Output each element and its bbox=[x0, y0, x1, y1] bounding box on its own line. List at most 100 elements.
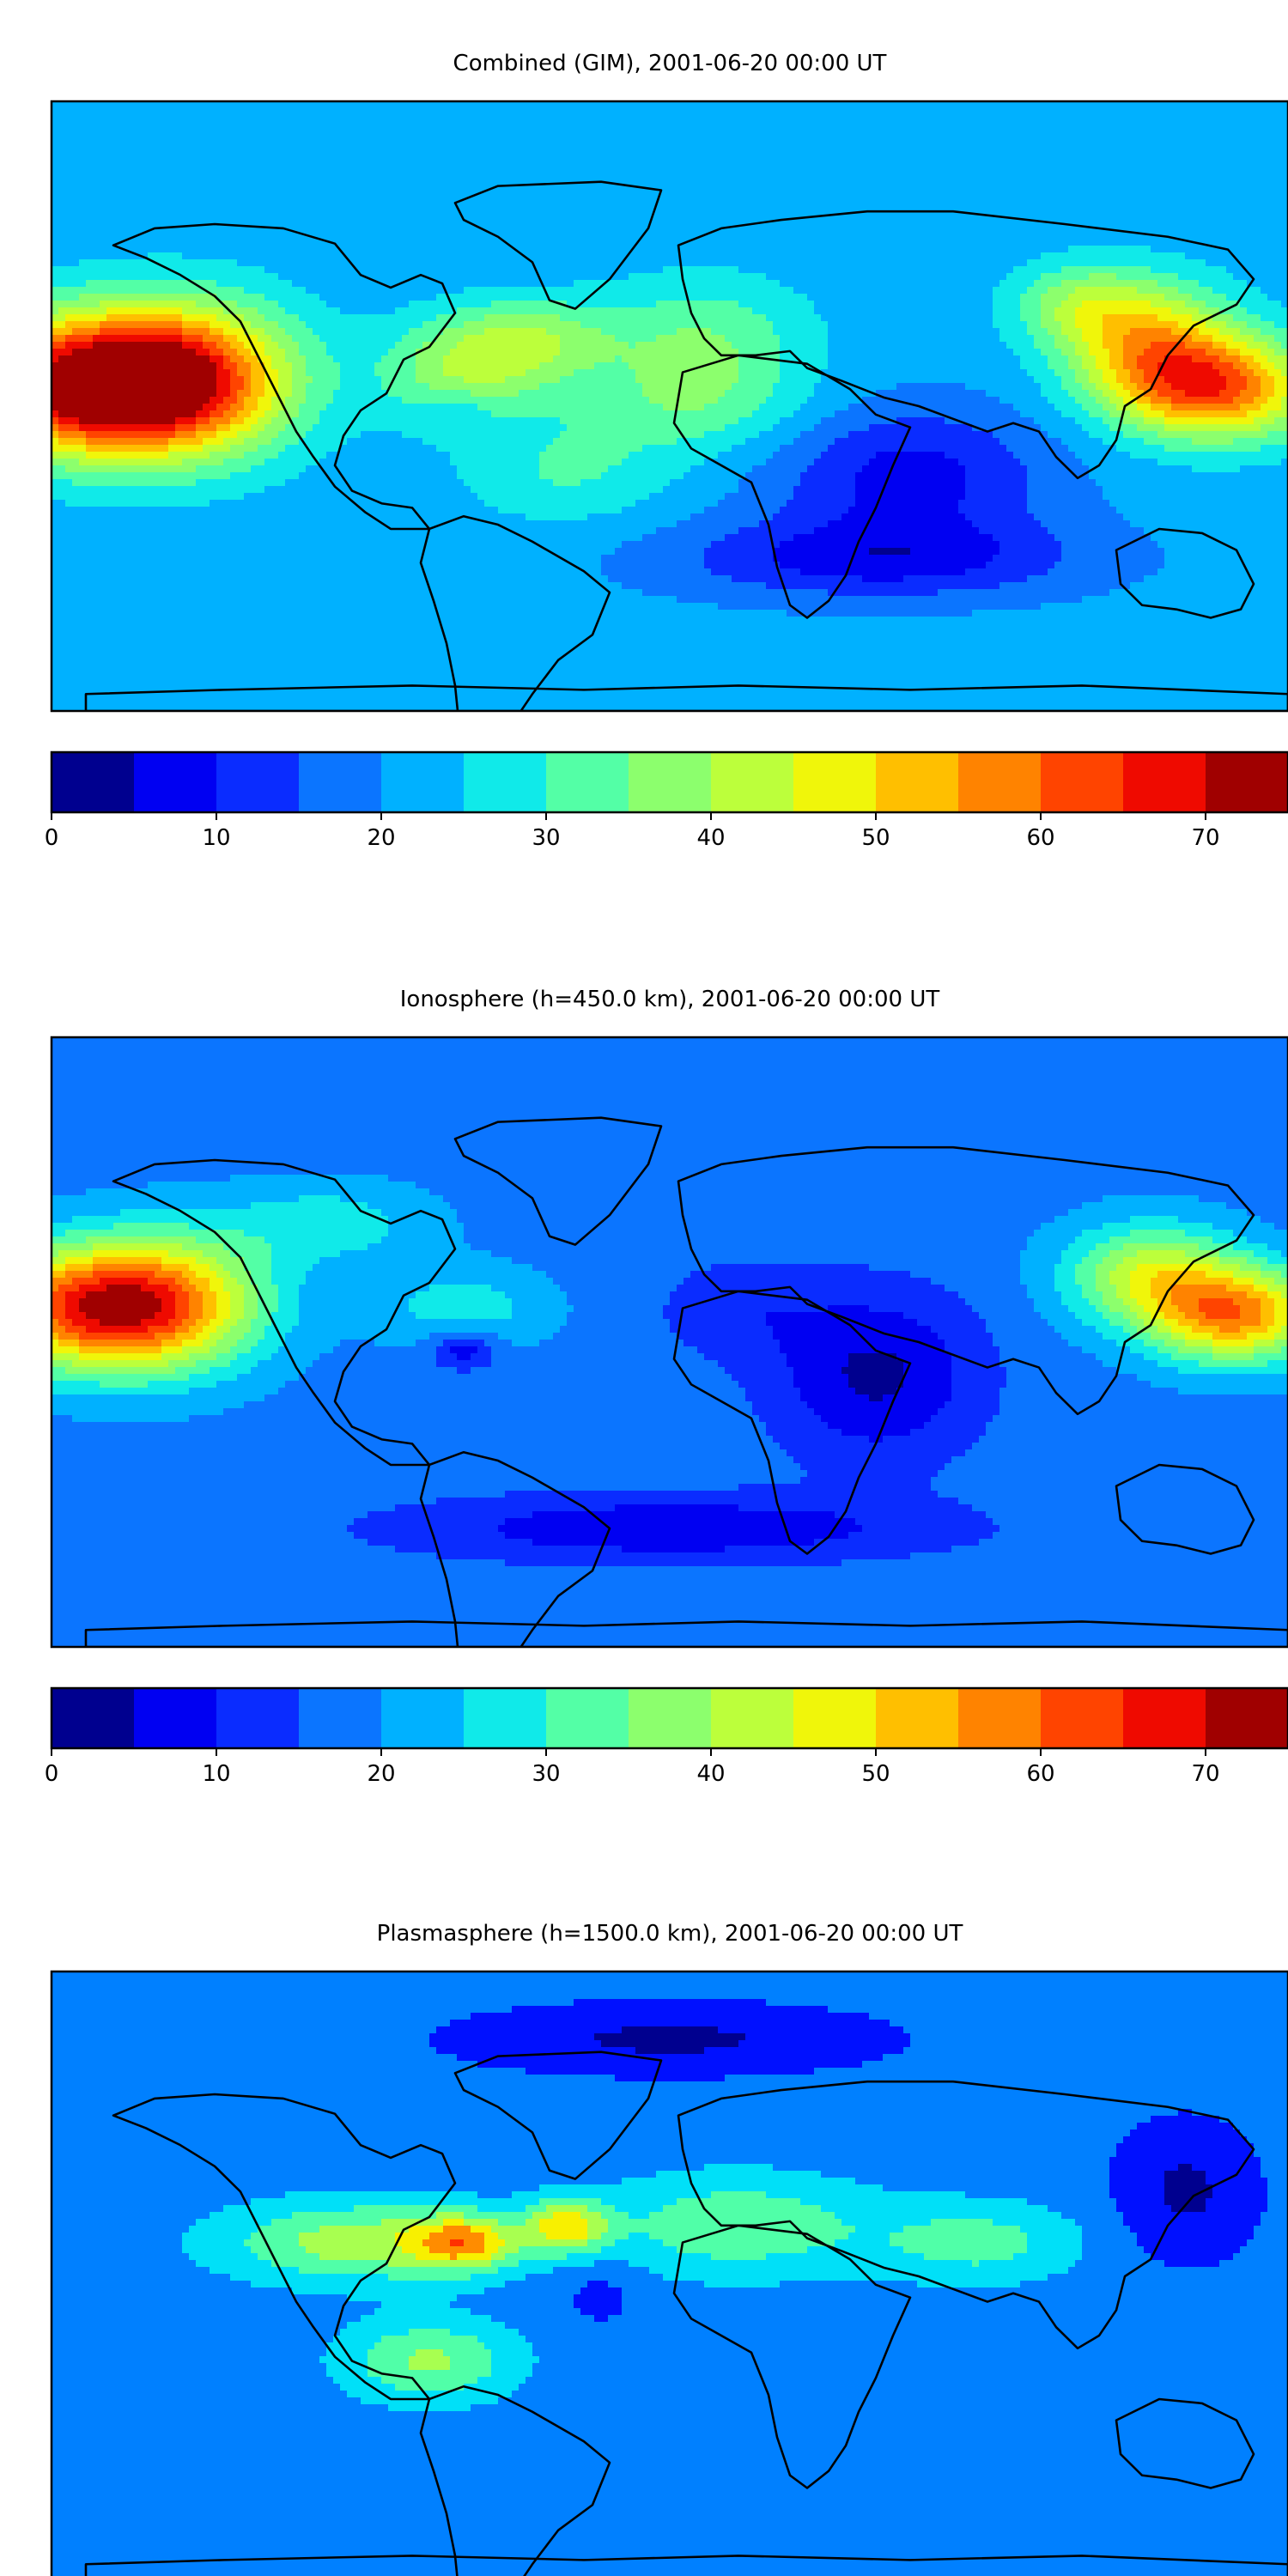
contour-cell bbox=[1006, 218, 1014, 226]
contour-cell bbox=[670, 280, 677, 288]
contour-cell bbox=[141, 184, 149, 191]
contour-cell bbox=[979, 184, 987, 191]
contour-cell bbox=[278, 204, 286, 212]
contour-cell bbox=[1212, 273, 1220, 281]
contour-cell bbox=[79, 108, 87, 116]
contour-cell bbox=[141, 143, 149, 150]
contour-cell bbox=[340, 273, 348, 281]
contour-cell bbox=[1212, 204, 1220, 212]
contour-cell bbox=[1096, 252, 1103, 260]
contour-cell bbox=[835, 218, 842, 226]
contour-cell bbox=[1171, 225, 1179, 233]
contour-cell bbox=[182, 252, 190, 260]
contour-cell bbox=[670, 191, 677, 198]
contour-cell bbox=[1144, 218, 1151, 226]
contour-cell bbox=[52, 204, 59, 212]
contour-cell bbox=[443, 266, 451, 274]
contour-cell bbox=[381, 163, 389, 171]
contour-cell bbox=[210, 108, 217, 116]
contour-cell bbox=[793, 239, 801, 246]
contour-cell bbox=[347, 101, 355, 109]
contour-cell bbox=[436, 191, 444, 198]
contour-cell bbox=[182, 122, 190, 130]
contour-cell bbox=[251, 211, 258, 219]
contour-cell bbox=[203, 266, 210, 274]
contour-cell bbox=[409, 143, 416, 150]
contour-cell bbox=[1034, 259, 1042, 267]
contour-cell bbox=[1048, 108, 1055, 116]
contour-cell bbox=[368, 184, 375, 191]
contour-cell bbox=[732, 287, 739, 295]
contour-cell bbox=[210, 191, 217, 198]
contour-cell bbox=[203, 197, 210, 205]
contour-cell bbox=[1206, 115, 1213, 123]
contour-cell bbox=[766, 225, 774, 233]
contour-cell bbox=[615, 108, 623, 116]
contour-cell bbox=[1254, 136, 1261, 143]
contour-cell bbox=[388, 280, 396, 288]
contour-cell bbox=[292, 177, 300, 185]
contour-cell bbox=[1082, 239, 1090, 246]
contour-cell bbox=[127, 246, 135, 253]
contour-cell bbox=[1274, 246, 1282, 253]
contour-cell bbox=[58, 163, 66, 171]
contour-cell bbox=[855, 266, 863, 274]
contour-cell bbox=[86, 266, 94, 274]
contour-cell bbox=[759, 252, 767, 260]
contour-cell bbox=[951, 246, 959, 253]
contour-cell bbox=[388, 266, 396, 274]
contour-cell bbox=[1096, 122, 1103, 130]
contour-cell bbox=[100, 156, 107, 164]
contour-cell bbox=[945, 143, 952, 150]
contour-cell bbox=[773, 191, 781, 198]
contour-cell bbox=[216, 232, 224, 240]
contour-cell bbox=[580, 115, 588, 123]
contour-cell bbox=[292, 170, 300, 178]
contour-cell bbox=[1034, 191, 1042, 198]
contour-cell bbox=[1247, 211, 1255, 219]
contour-cell bbox=[340, 122, 348, 130]
contour-cell bbox=[381, 266, 389, 274]
contour-cell bbox=[1206, 273, 1213, 281]
contour-cell bbox=[155, 122, 162, 130]
contour-cell bbox=[917, 225, 925, 233]
contour-cell bbox=[1171, 136, 1179, 143]
contour-cell bbox=[986, 280, 993, 288]
contour-cell bbox=[278, 101, 286, 109]
contour-cell bbox=[477, 252, 485, 260]
contour-cell bbox=[354, 149, 361, 157]
contour-cell bbox=[711, 280, 719, 288]
contour-cell bbox=[471, 184, 478, 191]
contour-cell bbox=[203, 101, 210, 109]
contour-cell bbox=[429, 273, 437, 281]
contour-cell bbox=[409, 259, 416, 267]
contour-cell bbox=[773, 122, 781, 130]
contour-cell bbox=[567, 246, 574, 253]
contour-cell bbox=[1233, 252, 1241, 260]
contour-cell bbox=[237, 239, 245, 246]
contour-cell bbox=[416, 163, 423, 171]
contour-cell bbox=[148, 239, 155, 246]
contour-cell bbox=[127, 163, 135, 171]
contour-cell bbox=[1199, 246, 1206, 253]
contour-cell bbox=[484, 177, 492, 185]
contour-cell bbox=[374, 177, 382, 185]
contour-cell bbox=[738, 101, 746, 109]
contour-cell bbox=[120, 273, 128, 281]
contour-cell bbox=[271, 211, 279, 219]
contour-cell bbox=[237, 266, 245, 274]
contour-cell bbox=[182, 239, 190, 246]
contour-cell bbox=[642, 287, 650, 295]
contour-cell bbox=[1281, 225, 1288, 233]
contour-cell bbox=[223, 211, 231, 219]
contour-cell bbox=[1254, 129, 1261, 137]
contour-cell bbox=[100, 225, 107, 233]
contour-cell bbox=[237, 122, 245, 130]
contour-cell bbox=[1233, 218, 1241, 226]
contour-cell bbox=[1178, 163, 1186, 171]
contour-cell bbox=[814, 184, 822, 191]
contour-cell bbox=[72, 211, 80, 219]
contour-cell bbox=[951, 218, 959, 226]
contour-cell bbox=[1240, 122, 1248, 130]
contour-cell bbox=[189, 143, 197, 150]
